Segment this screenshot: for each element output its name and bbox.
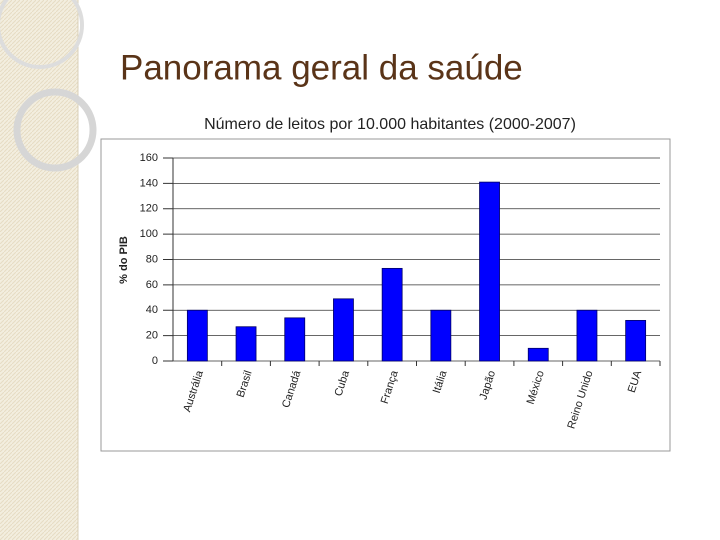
bar: [235, 326, 257, 362]
side-strip: [0, 0, 78, 540]
bar: [186, 309, 208, 362]
y-tick-label: 0: [152, 355, 158, 367]
decor-circle: [13, 88, 97, 172]
bar: [479, 181, 500, 362]
y-tick-label: 100: [140, 228, 158, 240]
y-tick-label: 140: [140, 177, 158, 189]
y-tick-label: 40: [146, 304, 158, 316]
y-axis-label: % do PIB: [118, 236, 130, 284]
bar: [284, 317, 306, 362]
bar: [625, 319, 647, 362]
y-tick-label: 120: [140, 203, 158, 215]
bar: [333, 298, 354, 362]
y-tick-label: 160: [140, 152, 158, 164]
chart-title: Número de leitos por 10.000 habitantes (…: [204, 116, 576, 133]
y-tick-label: 80: [146, 253, 158, 265]
bar: [576, 309, 598, 362]
bar: [527, 347, 549, 362]
y-tick-label: 20: [146, 330, 158, 342]
y-tick-label: 60: [146, 279, 158, 291]
slide-title: Panorama geral da saúde: [120, 48, 523, 87]
bar: [381, 267, 403, 362]
decor-circle: [0, 0, 84, 69]
bar: [430, 309, 452, 362]
